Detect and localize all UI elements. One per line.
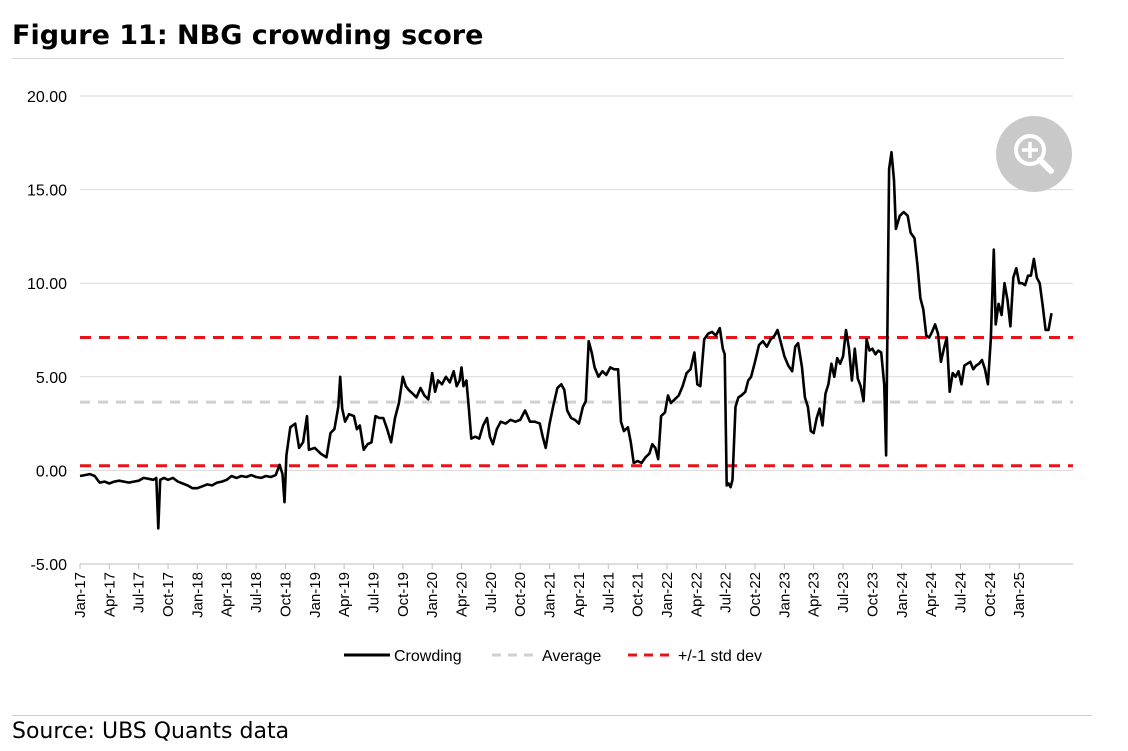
- x-tick-label: Apr-20: [454, 572, 471, 617]
- x-tick-label: Apr-24: [923, 572, 940, 617]
- y-tick-label: 15.00: [27, 183, 67, 200]
- x-tick-label: Apr-21: [571, 572, 588, 617]
- x-tick-label: Jul-17: [131, 572, 148, 613]
- x-tick-label: Oct-19: [395, 572, 412, 617]
- y-tick-label: 20.00: [27, 89, 67, 106]
- x-tick-label: Jan-19: [307, 572, 324, 618]
- x-tick-label: Jul-20: [483, 572, 500, 613]
- x-tick-label: Jul-24: [952, 572, 969, 613]
- x-tick-label: Oct-23: [864, 572, 881, 617]
- x-tick-label: Jan-22: [659, 572, 676, 618]
- y-tick-label: -5.00: [31, 557, 68, 574]
- x-tick-label: Jan-24: [894, 572, 911, 618]
- x-tick-label: Oct-21: [630, 572, 647, 617]
- legend-crowding-label: Crowding: [394, 648, 462, 665]
- footer-divider: [12, 715, 1092, 716]
- legend-average-label: Average: [542, 648, 601, 665]
- y-tick-label: 10.00: [27, 276, 67, 293]
- x-tick-label: Jan-23: [776, 572, 793, 618]
- figure-title: Figure 11: NBG crowding score: [12, 20, 484, 51]
- x-tick-label: Apr-17: [101, 572, 118, 617]
- x-tick-label: Oct-18: [277, 572, 294, 617]
- x-tick-label: Apr-22: [688, 572, 705, 617]
- x-tick-label: Jan-17: [72, 572, 89, 618]
- x-tick-label: Apr-18: [219, 572, 236, 617]
- x-tick-label: Jan-25: [1011, 572, 1028, 618]
- legend-std-dev-label: +/-1 std dev: [678, 648, 762, 665]
- zoom-in-icon: [1014, 134, 1054, 174]
- x-tick-label: Apr-23: [806, 572, 823, 617]
- y-tick-label: 0.00: [36, 463, 67, 480]
- x-tick-label: Oct-22: [747, 572, 764, 617]
- x-tick-label: Oct-24: [982, 572, 999, 617]
- x-tick-label: Jan-21: [542, 572, 559, 618]
- x-tick-label: Jul-19: [365, 572, 382, 613]
- x-tick-label: Jul-22: [718, 572, 735, 613]
- source-note: Source: UBS Quants data: [12, 719, 290, 744]
- x-tick-label: Jul-18: [248, 572, 265, 613]
- x-tick-label: Jan-18: [189, 572, 206, 618]
- x-tick-label: Jan-20: [424, 572, 441, 618]
- x-tick-label: Oct-17: [160, 572, 177, 617]
- crowding-line: [79, 150, 1053, 530]
- x-tick-label: Jul-23: [835, 572, 852, 613]
- y-tick-label: 5.00: [36, 370, 67, 387]
- x-tick-label: Jul-21: [600, 572, 617, 613]
- x-tick-label: Apr-19: [336, 572, 353, 617]
- title-divider: [12, 58, 1064, 59]
- x-tick-label: Oct-20: [512, 572, 529, 617]
- zoom-button[interactable]: [996, 116, 1072, 192]
